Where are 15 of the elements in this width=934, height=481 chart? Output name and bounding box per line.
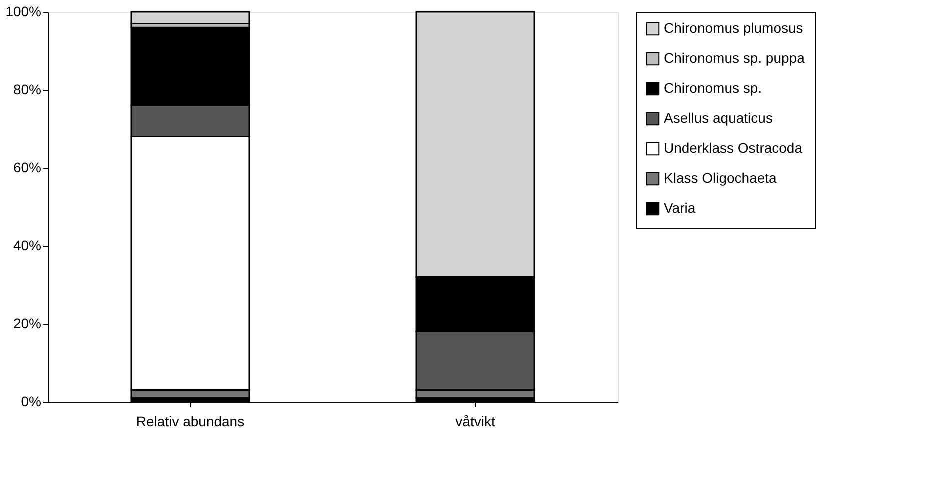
legend-label: Chironomus sp. [664, 80, 762, 96]
y-tick-label: 0% [21, 394, 42, 410]
y-tick-label: 40% [13, 238, 42, 254]
x-tick-label: Relativ abundans [136, 414, 245, 430]
legend-label: Chironomus sp. puppa [664, 50, 806, 66]
y-tick-label: 60% [13, 160, 42, 176]
legend-label: Underklass Ostracoda [664, 140, 803, 156]
y-tick-label: 100% [6, 4, 42, 20]
y-tick-label: 20% [13, 316, 42, 332]
legend-label: Klass Oligochaeta [664, 170, 778, 186]
legend-label: Asellus aquaticus [664, 110, 773, 126]
legend-label: Chironomus plumosus [664, 20, 804, 36]
y-tick-label: 80% [13, 82, 42, 98]
legend-label: Varia [664, 200, 696, 216]
x-tick-label: våtvikt [456, 414, 496, 430]
